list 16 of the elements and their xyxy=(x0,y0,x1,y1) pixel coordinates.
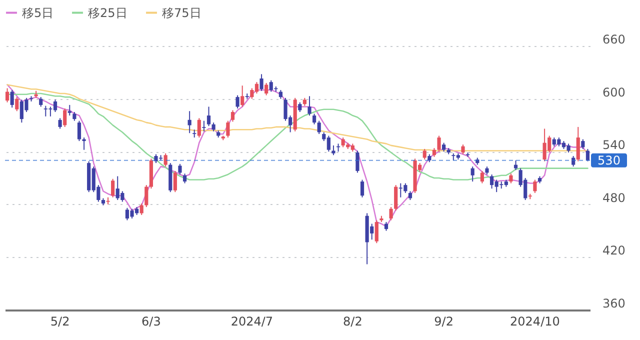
y-tick-label: 420 xyxy=(602,244,626,258)
x-tick-label: 5/2 xyxy=(50,314,70,328)
legend-label: 移75日 xyxy=(162,6,202,20)
y-tick-label: 480 xyxy=(602,190,626,205)
y-tick-label: 360 xyxy=(602,296,626,310)
y-tick-label: 660 xyxy=(602,32,626,46)
ref-line-label: 530 xyxy=(598,153,620,168)
x-tick-label: 2024/7 xyxy=(230,314,274,328)
x-tick-label: 6/3 xyxy=(142,314,161,328)
x-tick-label: 2024/10 xyxy=(510,314,560,328)
x-tick-label: 9/2 xyxy=(434,314,454,328)
x-tick-label: 8/2 xyxy=(343,314,362,328)
legend-label: 移25日 xyxy=(88,6,128,20)
legend-label: 移5日 xyxy=(22,6,54,20)
y-tick-label: 600 xyxy=(602,85,626,100)
y-tick-label: 540 xyxy=(602,138,626,152)
